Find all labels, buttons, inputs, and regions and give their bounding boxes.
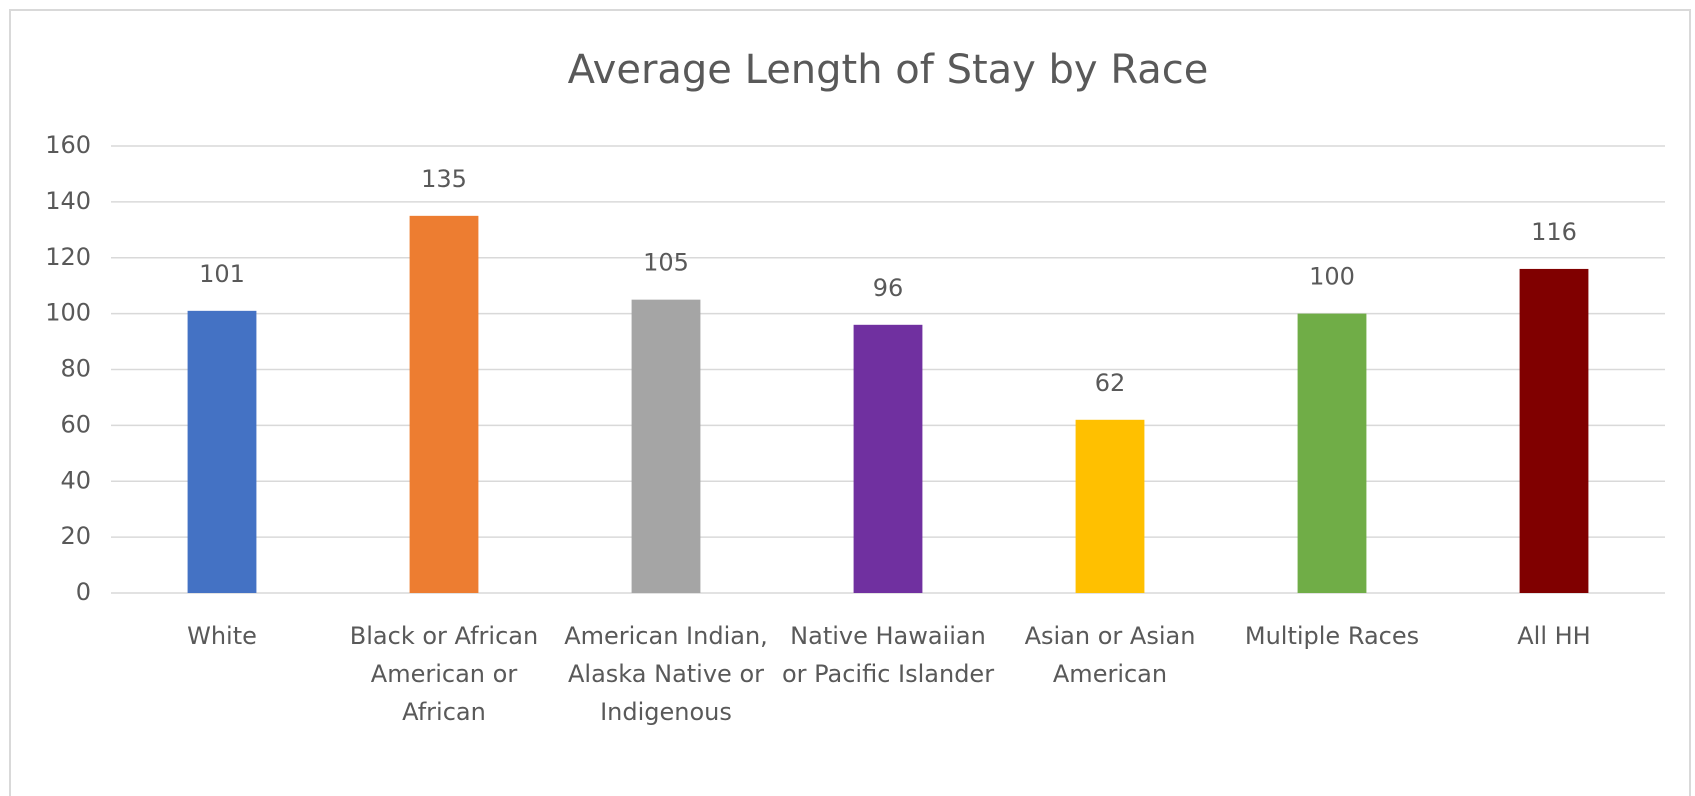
x-tick-label-line: All HH xyxy=(1517,622,1590,650)
x-tick-label-line: Asian or Asian xyxy=(1025,622,1196,650)
data-label: 62 xyxy=(1095,369,1126,397)
x-tick-label: White xyxy=(187,622,257,650)
y-tick-label: 80 xyxy=(60,355,91,383)
bar xyxy=(1075,419,1145,593)
data-label: 101 xyxy=(199,260,245,288)
bar xyxy=(187,310,257,593)
bar xyxy=(853,324,923,593)
data-label: 116 xyxy=(1531,218,1577,246)
y-tick-label: 0 xyxy=(76,578,91,606)
data-label: 100 xyxy=(1309,263,1355,291)
y-tick-label: 60 xyxy=(60,410,91,438)
y-tick-label: 160 xyxy=(45,131,91,159)
x-tick-label-line: Alaska Native or xyxy=(568,660,764,688)
x-tick-label-line: Indigenous xyxy=(600,698,732,726)
x-tick-label: Black or African American or African xyxy=(350,622,538,726)
x-tick-label: Multiple Races xyxy=(1245,622,1419,650)
bar xyxy=(409,215,479,593)
x-tick-label: All HH xyxy=(1517,622,1590,650)
y-tick-label: 140 xyxy=(45,187,91,215)
x-tick-label: American Indian, Alaska Native or Indigeno… xyxy=(564,622,768,726)
x-tick-label-line: White xyxy=(187,622,257,650)
x-tick-label-line: American Indian, xyxy=(564,622,768,650)
x-tick-label: Native Hawaiian or Pacific Islander xyxy=(782,622,994,688)
x-tick-label-line: African xyxy=(402,698,486,726)
data-label: 96 xyxy=(873,274,904,302)
bar xyxy=(631,299,701,593)
bar xyxy=(1519,268,1589,593)
x-tick-label-line: Native Hawaiian xyxy=(790,622,986,650)
x-tick-label-line: American or xyxy=(371,660,518,688)
x-tick-label-line: Multiple Races xyxy=(1245,622,1419,650)
y-tick-label: 120 xyxy=(45,243,91,271)
chart-title: Average Length of Stay by Race xyxy=(568,47,1209,93)
x-tick-label-line: or Pacific Islander xyxy=(782,660,994,688)
chart-border xyxy=(9,9,1691,796)
data-label: 105 xyxy=(643,249,689,277)
x-tick-label: Asian or Asian American xyxy=(1025,622,1196,688)
x-tick-label-line: Black or African xyxy=(350,622,538,650)
bar xyxy=(1297,313,1367,593)
x-tick-label-line: American xyxy=(1053,660,1167,688)
y-tick-label: 40 xyxy=(60,466,91,494)
data-label: 135 xyxy=(421,165,467,193)
y-tick-label: 20 xyxy=(60,522,91,550)
y-tick-label: 100 xyxy=(45,299,91,327)
